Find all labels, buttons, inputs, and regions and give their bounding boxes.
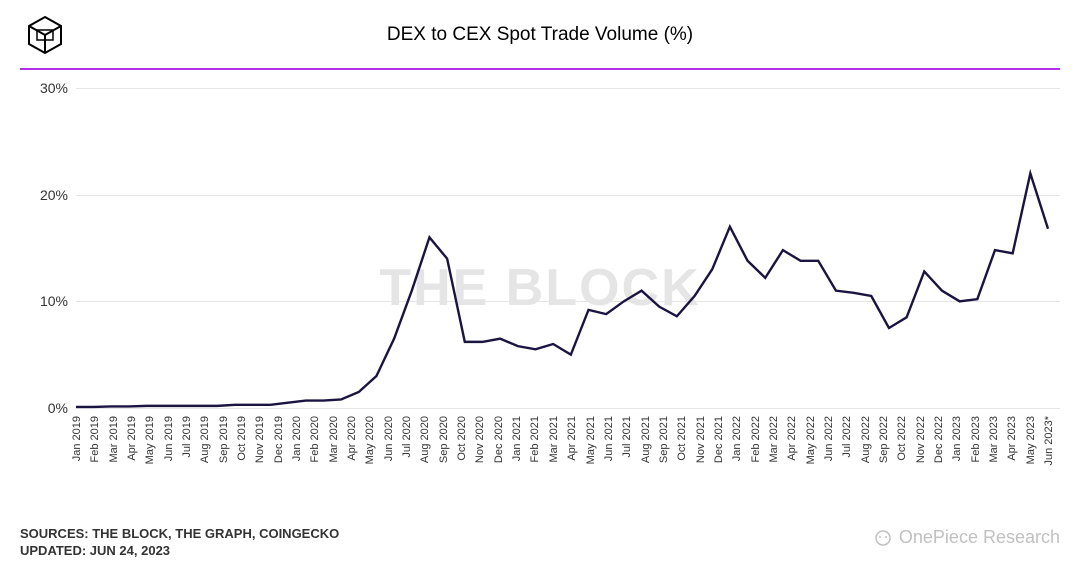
x-tick-label: Jan 2020 [291,416,303,461]
x-tick-label: Jul 2022 [841,416,853,458]
x-tick-label: Mar 2020 [328,416,340,462]
x-tick-label: Oct 2022 [896,416,908,461]
x-tick-label: Apr 2021 [566,416,578,461]
x-tick-label: Sep 2020 [438,416,450,463]
x-tick-label: Jun 2023* [1043,416,1055,466]
x-tick-label: Nov 2019 [254,416,266,463]
x-tick-label: Sep 2022 [878,416,890,463]
x-tick-label: Jul 2019 [181,416,193,458]
x-tick-label: May 2020 [364,416,376,464]
x-tick-label: May 2023 [1025,416,1037,464]
x-tick-label: May 2022 [805,416,817,464]
chart-area: THE BLOCK 0%10%20%30% Jan 2019Feb 2019Ma… [20,88,1060,488]
corner-watermark: OnePiece Research [873,527,1060,548]
x-tick-label: Jan 2021 [511,416,523,461]
x-tick-label: Dec 2019 [273,416,285,463]
x-tick-label: Feb 2020 [309,416,321,462]
y-axis: 0%10%20%30% [20,88,76,408]
footer: SOURCES: THE BLOCK, THE GRAPH, COINGECKO… [20,525,339,560]
x-tick-label: Sep 2019 [218,416,230,463]
x-tick-label: Dec 2020 [493,416,505,463]
x-tick-label: Nov 2021 [695,416,707,463]
x-tick-label: Oct 2020 [456,416,468,461]
chart-container: DEX to CEX Spot Trade Volume (%) THE BLO… [0,0,1080,566]
x-tick-label: Dec 2022 [933,416,945,463]
x-tick-label: Dec 2021 [713,416,725,463]
y-tick-label: 30% [40,80,68,96]
x-tick-label: Jun 2022 [823,416,835,461]
x-tick-label: Oct 2019 [236,416,248,461]
x-tick-label: Jun 2020 [383,416,395,461]
logo-icon [20,10,70,60]
y-tick-label: 10% [40,293,68,309]
x-tick-label: Apr 2019 [126,416,138,461]
sources-text: SOURCES: THE BLOCK, THE GRAPH, COINGECKO [20,525,339,543]
y-tick-label: 0% [48,400,68,416]
data-line [76,173,1048,407]
x-tick-label: Nov 2022 [915,416,927,463]
x-tick-label: Apr 2023 [1006,416,1018,461]
x-tick-label: Feb 2022 [750,416,762,462]
x-tick-label: Aug 2022 [860,416,872,463]
divider-line [20,68,1060,70]
x-tick-label: Apr 2022 [786,416,798,461]
x-tick-label: Jan 2022 [731,416,743,461]
updated-text: UPDATED: JUN 24, 2023 [20,542,339,560]
y-tick-label: 20% [40,187,68,203]
x-tick-label: Apr 2020 [346,416,358,461]
x-tick-label: Oct 2021 [676,416,688,461]
x-tick-label: Aug 2019 [199,416,211,463]
x-tick-label: Jun 2019 [163,416,175,461]
plot-region [76,88,1048,408]
x-tick-label: Jul 2020 [401,416,413,458]
x-tick-label: Jun 2021 [603,416,615,461]
x-tick-label: Jan 2023 [951,416,963,461]
x-tick-label: Aug 2021 [640,416,652,463]
x-tick-label: Aug 2020 [419,416,431,463]
chart-title: DEX to CEX Spot Trade Volume (%) [70,24,1010,46]
x-tick-label: Sep 2021 [658,416,670,463]
x-tick-label: Jul 2021 [621,416,633,458]
x-tick-label: Mar 2023 [988,416,1000,462]
x-tick-label: Mar 2022 [768,416,780,462]
x-axis: Jan 2019Feb 2019Mar 2019Apr 2019May 2019… [76,408,1048,498]
x-tick-label: Feb 2021 [529,416,541,462]
x-tick-label: May 2019 [144,416,156,464]
wechat-icon [873,528,893,548]
x-tick-label: May 2021 [585,416,597,464]
x-tick-label: Feb 2019 [89,416,101,462]
x-tick-label: Mar 2021 [548,416,560,462]
x-tick-label: Feb 2023 [970,416,982,462]
header: DEX to CEX Spot Trade Volume (%) [20,10,1060,60]
corner-watermark-text: OnePiece Research [899,527,1060,548]
x-tick-label: Jan 2019 [71,416,83,461]
x-tick-label: Mar 2019 [108,416,120,462]
x-tick-label: Nov 2020 [474,416,486,463]
